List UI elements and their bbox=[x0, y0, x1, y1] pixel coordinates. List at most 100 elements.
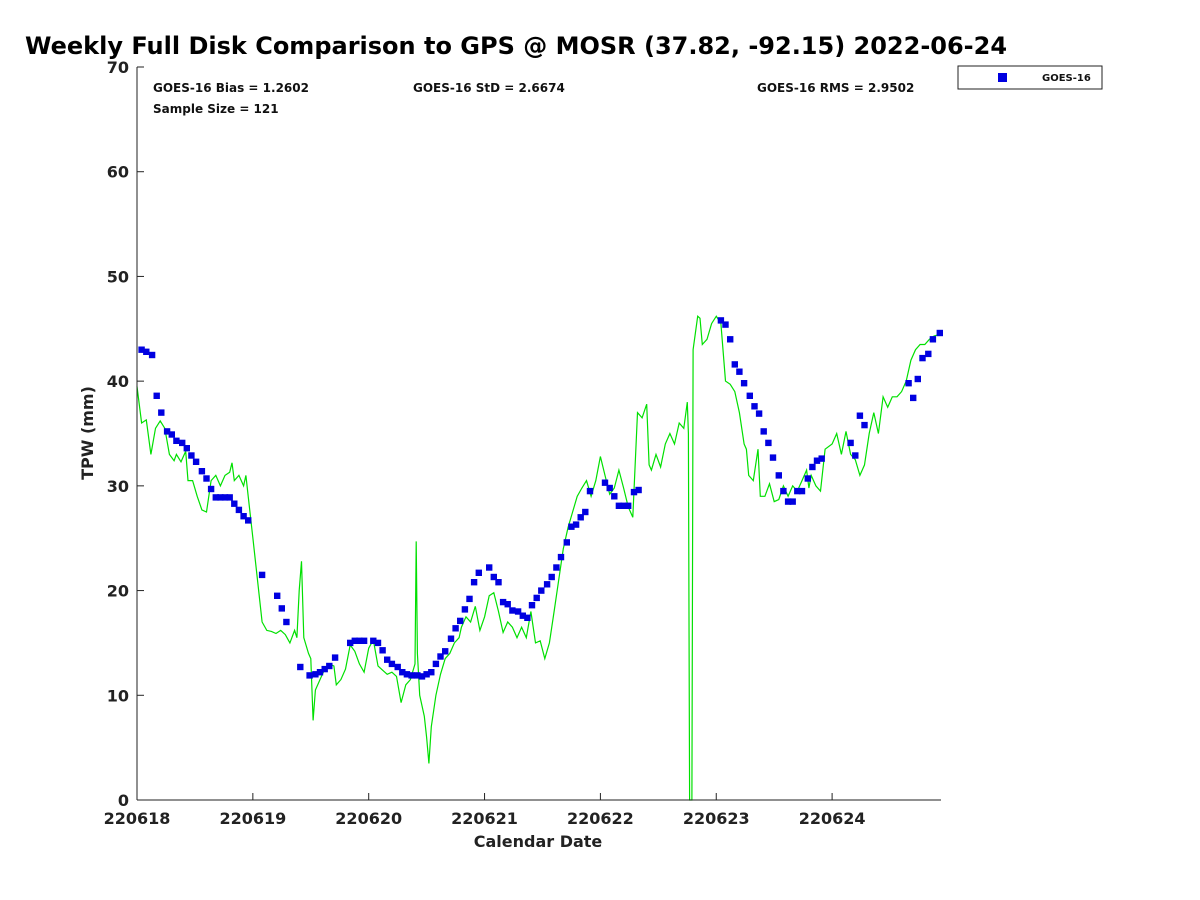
goes16-point bbox=[635, 486, 642, 494]
goes16-point bbox=[490, 573, 497, 581]
goes16-point bbox=[519, 612, 526, 619]
x-tick-label: 220622 bbox=[567, 809, 634, 828]
bias-stat: GOES-16 Bias = 1.2602 bbox=[153, 81, 309, 95]
goes16-point bbox=[418, 673, 426, 680]
goes16-point bbox=[813, 457, 821, 464]
goes16-point bbox=[452, 625, 459, 632]
y-tick-label: 10 bbox=[107, 686, 129, 705]
goes16-point bbox=[203, 475, 210, 482]
goes16-point bbox=[394, 663, 401, 671]
goes16-point bbox=[278, 605, 285, 612]
x-tick-label: 220618 bbox=[104, 809, 171, 828]
goes16-point bbox=[316, 669, 324, 676]
goes16-point bbox=[274, 592, 281, 599]
goes16-point bbox=[524, 614, 531, 621]
goes16-point bbox=[563, 539, 570, 546]
sample-size-stat: Sample Size = 121 bbox=[153, 102, 279, 116]
goes16-point bbox=[717, 317, 725, 324]
goes16-point bbox=[428, 669, 435, 676]
y-axis-label: TPW (mm) bbox=[78, 386, 97, 480]
goes16-point bbox=[722, 321, 729, 328]
goes16-point bbox=[620, 502, 627, 509]
goes16-point bbox=[914, 375, 921, 383]
std-stat: GOES-16 StD = 2.6674 bbox=[413, 81, 565, 95]
goes16-point bbox=[568, 523, 575, 530]
goes16-point bbox=[611, 493, 618, 500]
goes16-point bbox=[936, 329, 943, 337]
goes16-point bbox=[919, 354, 926, 362]
goes16-point bbox=[582, 508, 589, 516]
goes16-point bbox=[847, 439, 854, 447]
goes16-point bbox=[414, 672, 421, 679]
goes16-point bbox=[188, 452, 195, 459]
goes16-point bbox=[731, 361, 738, 368]
goes16-point bbox=[207, 485, 215, 493]
goes16-point bbox=[769, 454, 777, 461]
goes16-point bbox=[856, 412, 864, 419]
goes16-point bbox=[486, 564, 493, 571]
goes16-point bbox=[351, 637, 358, 644]
goes16-point bbox=[179, 439, 186, 447]
goes16-point bbox=[163, 428, 171, 435]
goes16-point bbox=[388, 660, 396, 668]
goes16-point bbox=[755, 410, 763, 417]
plot-area bbox=[137, 67, 941, 800]
goes16-point bbox=[727, 336, 734, 343]
goes16-point bbox=[183, 445, 190, 452]
goes16-point bbox=[852, 452, 859, 459]
goes16-point bbox=[553, 564, 560, 571]
goes16-point bbox=[231, 500, 238, 507]
goes16-point bbox=[751, 403, 758, 410]
goes16-point bbox=[760, 428, 767, 435]
goes16-point bbox=[198, 468, 206, 475]
goes16-point bbox=[168, 431, 175, 438]
goes16-point bbox=[356, 637, 363, 644]
goes16-point bbox=[586, 487, 594, 495]
goes16-point bbox=[543, 581, 551, 588]
goes16-point bbox=[910, 394, 917, 402]
goes16-point bbox=[538, 587, 545, 594]
goes16-point bbox=[499, 598, 507, 606]
goes16-point bbox=[475, 569, 482, 576]
goes16-point bbox=[432, 660, 440, 668]
goes16-point bbox=[148, 351, 156, 359]
goes16-point bbox=[925, 350, 932, 358]
goes16-point bbox=[312, 671, 319, 678]
y-tick-label: 0 bbox=[118, 791, 129, 810]
goes16-point bbox=[321, 665, 328, 673]
goes16-point bbox=[794, 487, 801, 495]
goes16-point bbox=[736, 368, 743, 375]
goes16-point bbox=[470, 579, 478, 586]
goes16-point bbox=[457, 617, 464, 625]
goes16-point bbox=[514, 608, 522, 615]
y-tick-label: 40 bbox=[107, 372, 129, 391]
goes16-point bbox=[158, 409, 165, 416]
goes16-point bbox=[461, 606, 469, 613]
axis-ticks: 0 10 20 30 40 50 60 70 220618 220619 220620 220621 2… bbox=[104, 58, 866, 828]
goes16-point bbox=[138, 346, 145, 353]
goes16-point bbox=[861, 421, 868, 429]
goes16-point bbox=[442, 648, 449, 655]
goes16-point bbox=[533, 594, 540, 602]
legend-label: GOES-16 bbox=[1042, 73, 1091, 84]
goes16-point bbox=[775, 472, 782, 479]
goes16-point bbox=[630, 488, 638, 496]
goes16-point bbox=[789, 498, 796, 505]
goes16-point bbox=[370, 637, 377, 644]
gps-series bbox=[136, 314, 942, 801]
goes16-point bbox=[804, 475, 811, 482]
goes16-point bbox=[240, 513, 247, 520]
x-tick-label: 220621 bbox=[451, 809, 518, 828]
goes16-point bbox=[192, 458, 200, 465]
rms-stat: GOES-16 RMS = 2.9502 bbox=[757, 81, 914, 95]
goes16-point bbox=[780, 487, 787, 495]
goes16-point bbox=[601, 479, 609, 486]
y-tick-label: 30 bbox=[107, 477, 129, 496]
y-tick-label: 60 bbox=[107, 163, 129, 182]
goes16-point bbox=[283, 618, 290, 626]
goes16-point bbox=[577, 514, 584, 521]
goes16-point bbox=[809, 463, 816, 471]
goes16-point bbox=[798, 487, 806, 495]
legend-box bbox=[957, 65, 1103, 90]
goes16-point bbox=[423, 671, 430, 678]
